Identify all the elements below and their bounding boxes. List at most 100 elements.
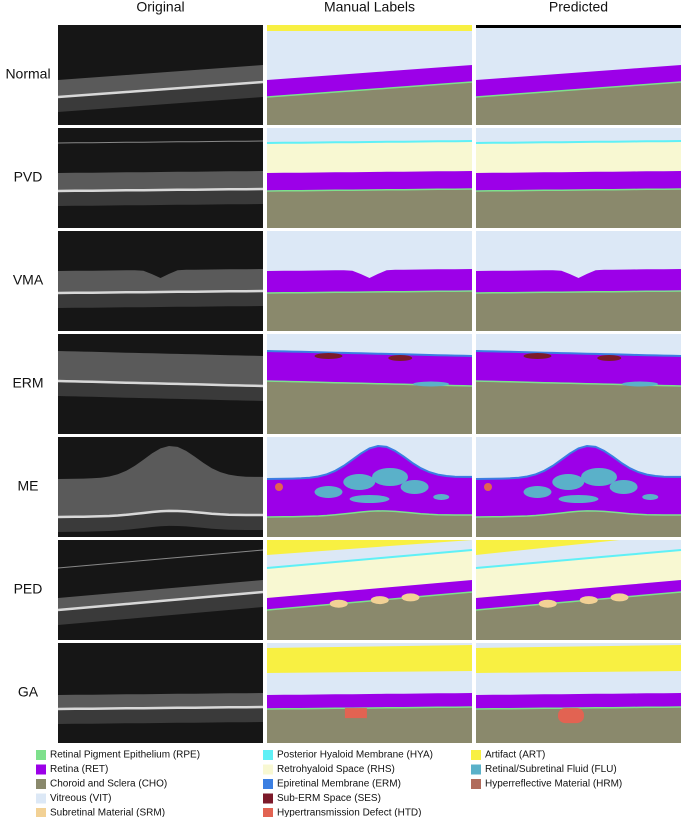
oct-rpe: [57, 289, 264, 295]
legend-label: Sub-ERM Space (SES): [277, 793, 381, 804]
hyaloid: [266, 549, 473, 569]
image-panel: [57, 334, 264, 434]
legend-label: Hypertransmission Defect (HTD): [277, 808, 421, 817]
image-panel: [266, 334, 473, 434]
image-panel: [266, 25, 473, 125]
choroid: [476, 381, 681, 434]
oct-rpe: [57, 80, 264, 99]
rpe: [266, 188, 473, 192]
erm: [475, 444, 681, 480]
legend-swatch: [36, 750, 46, 760]
erm: [266, 350, 473, 357]
fluid: [642, 494, 659, 500]
choroid: [476, 510, 681, 537]
oct-choroid: [58, 189, 263, 206]
artifact: [476, 540, 620, 555]
legend-swatch: [263, 793, 273, 804]
image-panel: [266, 128, 473, 228]
row-label: ERM: [12, 375, 43, 391]
legend-swatch: [471, 750, 481, 760]
choroid: [267, 510, 472, 537]
rpe: [475, 591, 682, 611]
ses: [523, 353, 552, 359]
artifact: [267, 645, 472, 673]
image-panel: [475, 231, 682, 331]
retina: [267, 693, 472, 709]
image-panel: [475, 643, 682, 743]
row-label: ME: [18, 478, 39, 494]
retrohyaloid: [476, 141, 681, 173]
oct-rpe: [57, 705, 264, 711]
oct-hyaloid: [57, 549, 264, 569]
htd: [344, 708, 367, 719]
fluid: [343, 474, 376, 490]
row-label: PVD: [14, 169, 43, 185]
ses: [597, 355, 622, 361]
fluid: [314, 486, 343, 498]
srm: [610, 593, 629, 602]
image-panel: [266, 437, 472, 537]
retina: [476, 171, 681, 191]
legend-label: Artifact (ART): [485, 750, 545, 761]
fluid: [523, 486, 552, 498]
rpe: [266, 706, 473, 710]
legend-label: Choroid and Sclera (CHO): [50, 779, 167, 790]
srm: [370, 596, 389, 605]
hyaloid: [475, 140, 682, 144]
htd: [484, 483, 492, 491]
hyaloid: [266, 140, 473, 144]
oct-hyaloid: [57, 140, 264, 144]
legend-label: Subretinal Material (SRM): [50, 808, 165, 817]
oct-retina: [58, 351, 263, 386]
image-panel: [57, 540, 264, 640]
row-label: Normal: [5, 66, 50, 82]
rpe: [475, 510, 681, 518]
fluid: [372, 468, 408, 486]
fluid: [349, 495, 390, 503]
legend-swatch: [471, 779, 481, 789]
choroid: [267, 291, 472, 331]
rpe: [475, 81, 682, 98]
legend-swatch: [471, 764, 481, 775]
retina: [476, 351, 681, 386]
retina: [267, 269, 472, 293]
oct-choroid: [58, 291, 263, 308]
legend-swatch: [263, 764, 273, 775]
oct-rpe: [57, 187, 264, 193]
image-panel: [266, 643, 473, 743]
oct-rpe: [57, 590, 264, 612]
row-label: VMA: [13, 272, 44, 288]
fluid: [558, 495, 599, 503]
row-label: GA: [18, 684, 39, 700]
htd: [275, 483, 283, 491]
rpe: [266, 290, 473, 294]
fluid: [433, 494, 450, 500]
oct-rpe: [57, 379, 264, 388]
oct-choroid: [58, 707, 263, 724]
srm: [329, 599, 348, 608]
htd: [558, 708, 584, 724]
legend-swatch: [263, 808, 273, 817]
image-panel: [475, 540, 682, 640]
oct-choroid: [58, 82, 263, 112]
retina: [267, 171, 472, 191]
fluid: [581, 468, 617, 486]
retina: [267, 65, 472, 97]
legend-label: Posterior Hyaloid Membrane (HYA): [277, 750, 433, 761]
rpe: [475, 188, 682, 192]
legend-swatch: [36, 779, 46, 789]
retrohyaloid: [267, 141, 472, 173]
fluid: [400, 480, 429, 494]
retrohyaloid: [267, 550, 472, 598]
legend-swatch: [263, 750, 273, 760]
srm: [538, 599, 557, 608]
oct-retina: [58, 580, 263, 610]
choroid: [267, 189, 472, 228]
rpe: [266, 591, 473, 611]
image-panel: [57, 128, 264, 228]
ses: [314, 353, 343, 359]
image-panel: [57, 25, 264, 125]
legend-label: Retrohyaloid Space (RHS): [277, 764, 395, 775]
retina: [476, 65, 681, 97]
